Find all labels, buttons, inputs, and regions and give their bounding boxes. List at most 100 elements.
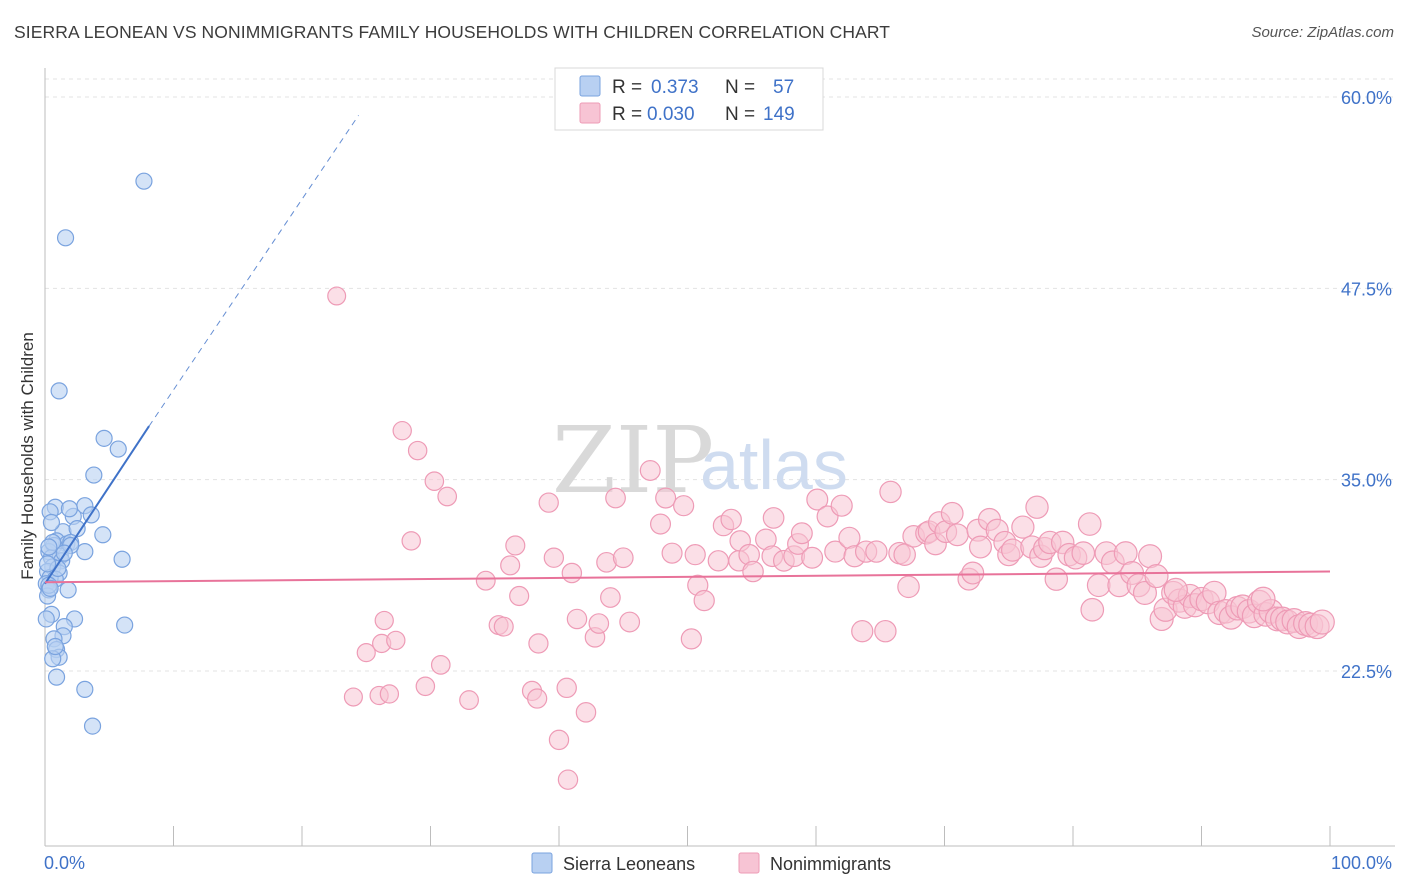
nonimmigrants-point [790, 522, 813, 545]
sierra-leoneans-point [85, 466, 103, 484]
chart-title: SIERRA LEONEAN VS NONIMMIGRANTS FAMILY H… [14, 22, 891, 42]
nonimmigrants-point [680, 628, 702, 650]
nonimmigrants-point [639, 459, 661, 481]
nonimmigrants-point [649, 513, 672, 535]
nonimmigrants-point [720, 508, 742, 531]
sierra-leoneans-point [50, 382, 68, 400]
stats-legend: R = 0.373 N = 57 R = 0.030 N = 149 [554, 67, 824, 131]
nonimmigrants-point [374, 610, 394, 631]
x-tick-label-min: 0.0% [44, 853, 85, 873]
nonimmigrants-point [1113, 541, 1138, 566]
watermark-atlas: atlas [700, 426, 848, 504]
sierra-leoneans-point [95, 429, 113, 447]
sierra-leoneans-point [76, 543, 94, 561]
sierra-leoneans-trend-extension [148, 115, 359, 427]
nonimmigrants-point [493, 616, 514, 637]
sierra-leoneans-point [59, 581, 77, 599]
nonimmigrants-point [940, 501, 964, 525]
legend-swatch-pink [579, 102, 601, 124]
sierra-leoneans-point [56, 229, 75, 247]
nonimmigrants-point [619, 611, 641, 633]
nonimmigrants-point [1011, 515, 1035, 539]
nonimmigrants-point [874, 619, 897, 643]
tick-labels: 22.5% 35.0% 47.5% 60.0% 0.0% 100.0% [44, 88, 1392, 873]
sierra-leoneans-point [38, 555, 57, 573]
nonimmigrants-point [509, 585, 530, 607]
x-tick-label-max: 100.0% [1331, 853, 1392, 873]
legend-n-value-blue: 57 [773, 77, 794, 98]
nonimmigrants-point [693, 589, 715, 612]
nonimmigrants-point [392, 420, 412, 441]
sierra-leoneans-point [109, 440, 127, 458]
nonimmigrants-point [430, 655, 451, 675]
y-tick-label-3: 60.0% [1341, 88, 1392, 108]
nonimmigrants-point [343, 687, 363, 707]
nonimmigrants-point [588, 613, 610, 634]
series-legend-swatch-pink [738, 852, 760, 874]
sierra-leoneans-trend-line [44, 425, 150, 585]
sierra-leoneans-point [94, 526, 112, 544]
nonimmigrants-point [500, 555, 521, 576]
nonimmigrants-point [379, 684, 400, 704]
nonimmigrants-point [1132, 580, 1157, 605]
nonimmigrants-point [561, 562, 583, 584]
nonimmigrants-point [459, 690, 479, 711]
nonimmigrants-point [1163, 577, 1188, 602]
nonimmigrants-point [968, 535, 992, 559]
nonimmigrants-point [386, 630, 406, 651]
nonimmigrants-point [327, 286, 347, 306]
legend-swatch-blue [579, 75, 601, 97]
y-tick-label-1: 35.0% [1341, 471, 1392, 491]
legend-n-value-pink: 149 [763, 104, 795, 125]
nonimmigrants-point [945, 523, 969, 547]
nonimmigrants-points [327, 286, 1335, 790]
nonimmigrants-point [548, 729, 570, 751]
nonimmigrants-point [528, 633, 549, 654]
nonimmigrants-point [661, 542, 683, 564]
sierra-leoneans-point [113, 550, 131, 568]
series-legend-label-pink: Nonimmigrants [770, 854, 891, 874]
sierra-leoneans-point [76, 680, 94, 698]
nonimmigrants-point [865, 540, 888, 563]
nonimmigrants-point [475, 570, 496, 591]
series-legend-swatch-blue [531, 852, 553, 874]
nonimmigrants-point [600, 587, 621, 608]
nonimmigrants-point [1086, 573, 1111, 598]
nonimmigrants-point [742, 560, 764, 583]
nonimmigrants-point [605, 487, 626, 509]
series-legend-label-blue: Sierra Leoneans [563, 854, 695, 874]
nonimmigrants-point [762, 507, 785, 529]
nonimmigrants-point [879, 480, 902, 504]
nonimmigrants-point [1044, 567, 1069, 591]
nonimmigrants-point [806, 488, 829, 511]
sierra-leoneans-point [40, 538, 58, 556]
nonimmigrants-point [1000, 538, 1025, 562]
nonimmigrants-point [1309, 609, 1335, 635]
nonimmigrants-trend-line [44, 570, 1331, 584]
nonimmigrants-point [437, 486, 458, 507]
nonimmigrants-point [707, 550, 730, 572]
nonimmigrants-point [1071, 541, 1096, 565]
source-label: Source: ZipAtlas.com [1251, 24, 1394, 41]
nonimmigrants-point [612, 547, 634, 569]
sierra-leoneans-point [42, 513, 61, 532]
nonimmigrants-point [401, 531, 421, 551]
sierra-leoneans-point [116, 616, 134, 634]
y-tick-label-0: 22.5% [1341, 662, 1392, 682]
nonimmigrants-point [1025, 495, 1049, 519]
y-axis-title: Family Households with Children [18, 332, 37, 580]
nonimmigrants-point [830, 494, 853, 517]
nonimmigrants-point [673, 495, 695, 517]
series-legend: Sierra Leoneans Nonimmigrants [531, 852, 891, 874]
nonimmigrants-point [415, 676, 436, 697]
nonimmigrants-point [893, 543, 916, 566]
nonimmigrants-point [407, 440, 428, 461]
y-tick-label-2: 47.5% [1341, 279, 1392, 299]
nonimmigrants-point [556, 677, 577, 699]
nonimmigrants-point [356, 643, 376, 663]
watermark: ZIP atlas [552, 407, 848, 514]
nonimmigrants-point [897, 575, 920, 599]
sierra-leoneans-point [47, 668, 66, 686]
nonimmigrants-point [538, 492, 559, 513]
